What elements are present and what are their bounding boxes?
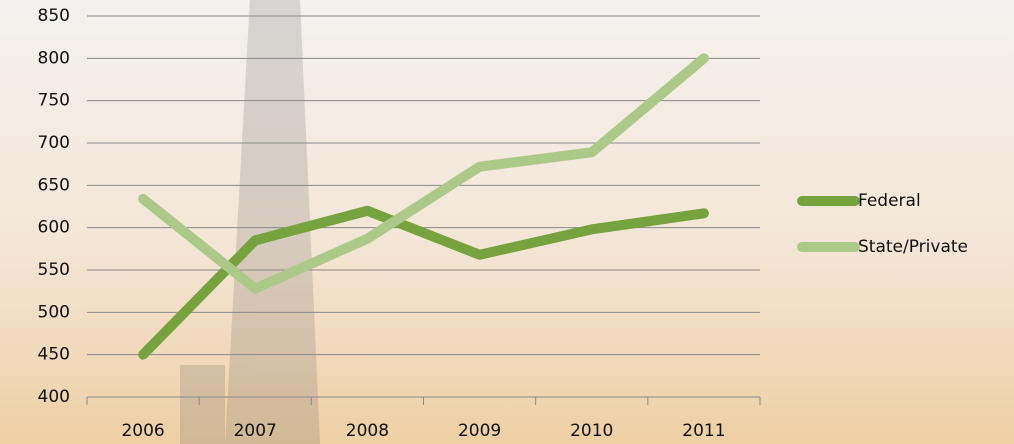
- series-line: [138, 205, 709, 360]
- y-tick-label: 650: [38, 175, 70, 195]
- y-tick-label: 750: [38, 91, 70, 111]
- y-tick-label: 450: [38, 345, 70, 365]
- legend-label: Federal: [858, 191, 921, 211]
- y-tick-label: 700: [38, 133, 70, 153]
- x-tick-label: 2010: [570, 421, 613, 441]
- x-tick-label: 2008: [346, 421, 389, 441]
- x-tick-label: 2009: [458, 421, 501, 441]
- y-tick-label: 400: [38, 387, 70, 407]
- y-tick-label: 800: [38, 48, 70, 68]
- derrick-silhouette: [180, 0, 320, 444]
- y-tick-label: 850: [38, 6, 70, 26]
- x-tick-label: 2007: [234, 421, 277, 441]
- series-line: [138, 53, 709, 294]
- x-tick-label: 2006: [121, 421, 164, 441]
- y-tick-label: 550: [38, 260, 70, 280]
- x-tick-label: 2011: [682, 421, 725, 441]
- y-tick-label: 600: [38, 218, 70, 238]
- y-tick-label: 500: [38, 302, 70, 322]
- legend-label: State/Private: [858, 237, 968, 257]
